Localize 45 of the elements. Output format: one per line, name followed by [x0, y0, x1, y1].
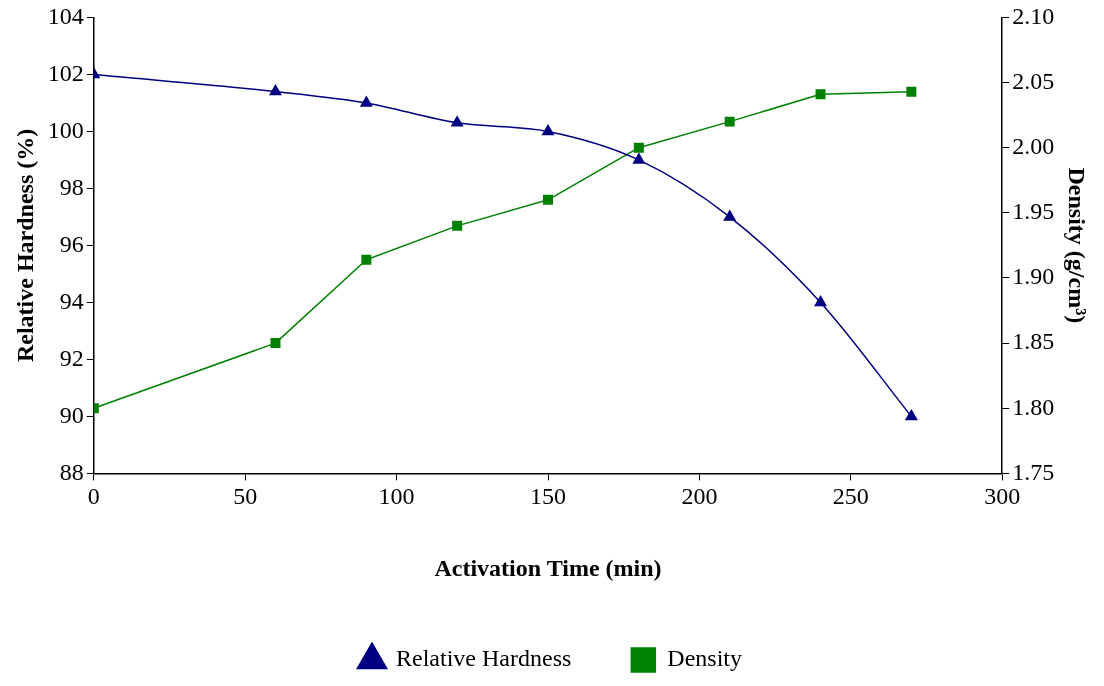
point — [451, 116, 464, 127]
x-tick-label: 0 — [87, 483, 100, 510]
point — [633, 142, 644, 153]
x-tick-label: 50 — [233, 483, 258, 510]
y2-tick-label: 2.00 — [1012, 132, 1055, 159]
y2-tick-label: 1.90 — [1012, 263, 1055, 290]
point — [270, 338, 281, 349]
point — [542, 124, 554, 136]
point — [361, 254, 372, 265]
y-tick-label: 94 — [59, 287, 84, 314]
legend-label: Relative Hardness — [396, 645, 572, 672]
point — [543, 194, 553, 205]
y-tick-label: 102 — [47, 59, 84, 86]
y2-tick-label: 1.75 — [1012, 458, 1055, 485]
point — [632, 153, 645, 164]
x-tick-label: 250 — [832, 483, 869, 510]
point — [906, 86, 917, 97]
x-tick-label: 300 — [984, 483, 1021, 510]
y-tick-label: 96 — [59, 230, 84, 257]
y-tick-label: 100 — [47, 116, 84, 143]
x-axis-title: Activation Time (min) — [434, 554, 662, 581]
y2-tick-label: 1.95 — [1012, 198, 1055, 225]
y2-tick-label: 1.85 — [1012, 328, 1055, 355]
y-tick-label: 88 — [59, 458, 84, 485]
point — [452, 220, 463, 231]
legend-label: Density — [667, 645, 742, 672]
y-tick-label: 98 — [59, 173, 84, 200]
x-tick-label: 150 — [530, 483, 566, 510]
point — [815, 89, 826, 100]
point — [814, 295, 827, 307]
x-tick-label: 200 — [681, 483, 718, 510]
y-axis-title: Relative Hardness (%) — [11, 128, 38, 363]
x-tick-label: 100 — [378, 483, 415, 510]
y2-tick-label: 1.80 — [1012, 393, 1055, 420]
y2-axis-title: Density (g/cm³) — [1064, 167, 1091, 324]
point — [723, 210, 736, 221]
y2-tick-label: 2.05 — [1012, 67, 1055, 94]
point — [269, 84, 282, 96]
y2-tick-label: 2.10 — [1012, 2, 1055, 29]
y-tick-label: 104 — [47, 2, 84, 29]
y-tick-label: 90 — [59, 401, 84, 428]
point — [905, 409, 918, 421]
y-tick-label: 92 — [59, 344, 84, 371]
point — [724, 116, 735, 127]
point — [360, 96, 373, 107]
